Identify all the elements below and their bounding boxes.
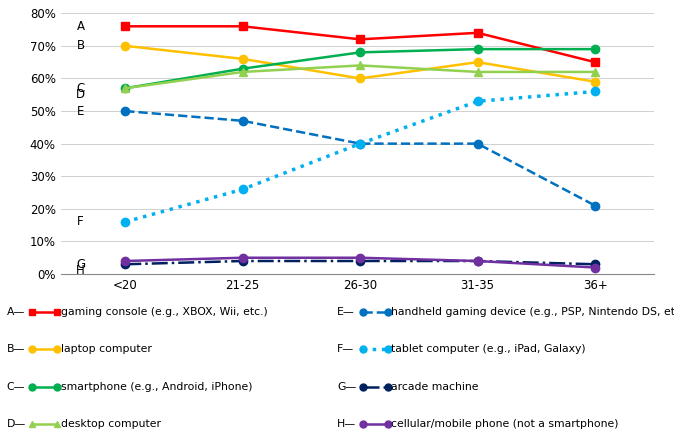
Text: F: F [78,215,84,229]
Text: A—: A— [7,307,25,316]
Text: A: A [77,20,85,33]
Text: B: B [77,39,85,52]
Text: D: D [76,88,85,101]
Text: E—: E— [337,307,355,316]
Text: G: G [76,258,85,271]
Text: arcade machine: arcade machine [391,382,479,392]
Text: laptop computer: laptop computer [61,344,152,354]
Text: H: H [76,264,85,277]
Text: gaming console (e.g., XBOX, Wii, etc.): gaming console (e.g., XBOX, Wii, etc.) [61,307,268,316]
Text: C: C [77,82,85,95]
Text: H—: H— [337,419,356,429]
Text: D—: D— [7,419,26,429]
Text: cellular/mobile phone (not a smartphone): cellular/mobile phone (not a smartphone) [391,419,619,429]
Text: E: E [77,105,84,118]
Text: F—: F— [337,344,354,354]
Text: C—: C— [7,382,25,392]
Text: desktop computer: desktop computer [61,419,160,429]
Text: handheld gaming device (e.g., PSP, Nintendo DS, etc.): handheld gaming device (e.g., PSP, Ninte… [391,307,674,316]
Text: tablet computer (e.g., iPad, Galaxy): tablet computer (e.g., iPad, Galaxy) [391,344,586,354]
Text: G—: G— [337,382,357,392]
Text: B—: B— [7,344,25,354]
Text: smartphone (e.g., Android, iPhone): smartphone (e.g., Android, iPhone) [61,382,252,392]
